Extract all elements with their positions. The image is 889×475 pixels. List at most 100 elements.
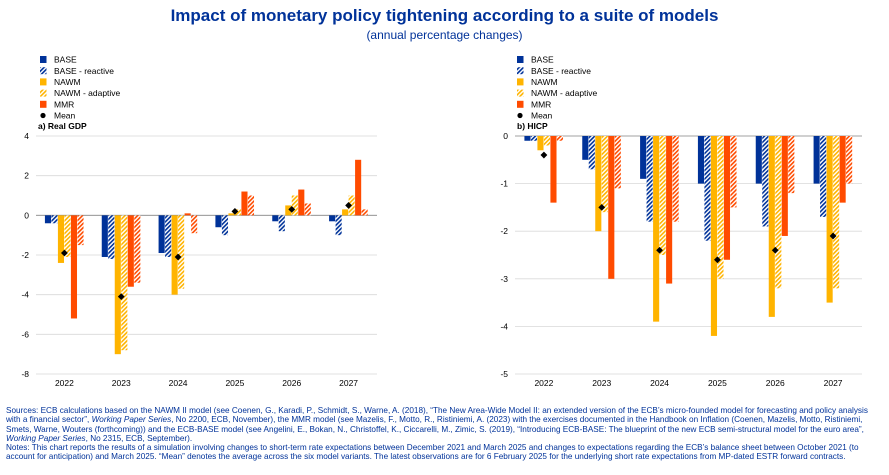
bar-nawm-adaptive-2023 <box>601 136 608 213</box>
bar-mmr-2026 <box>298 189 305 216</box>
mean-marker-2023 <box>117 293 125 301</box>
mean-marker-2022 <box>540 151 548 159</box>
bar-base-reactive-2024 <box>646 136 653 222</box>
bar-nawm-adaptive-2024 <box>178 215 185 289</box>
bar-nawm-adaptive-2022 <box>64 215 71 257</box>
bar-mmr-2027 <box>355 159 362 216</box>
x-tick-label: 2027 <box>824 378 843 388</box>
x-tick-label: 2024 <box>650 378 669 388</box>
bar-base-2022 <box>524 136 531 141</box>
y-tick-label: -2 <box>500 226 508 236</box>
legend-swatch-mmr <box>40 100 47 108</box>
x-tick-label: 2025 <box>708 378 727 388</box>
y-tick-label: -1 <box>500 179 508 189</box>
bar-base-2022 <box>44 215 52 224</box>
bar-mmr-hatched-2022 <box>77 215 84 246</box>
chart-title: Impact of monetary policy tightening acc… <box>170 6 719 25</box>
bar-mmr-hatched-2023 <box>134 215 141 283</box>
legend-swatch-base <box>40 56 47 63</box>
legend-marker-mean <box>517 112 523 119</box>
legend-label-nawm: NAWM <box>54 77 81 87</box>
bar-nawm-2025 <box>228 213 235 216</box>
bar-base-reactive-2026 <box>762 136 769 227</box>
bar-base-reactive-2022 <box>530 136 538 141</box>
legend-label-mean: Mean <box>531 111 553 121</box>
bar-base-reactive-2022 <box>51 215 58 224</box>
y-tick-label: -4 <box>500 321 508 331</box>
mean-marker-2022 <box>61 249 68 257</box>
bar-mmr-hatched-2027 <box>361 209 368 216</box>
mean-marker-2027 <box>345 202 352 209</box>
chart-subtitle: (annual percentage changes) <box>366 28 523 42</box>
bar-nawm-2026 <box>768 136 775 317</box>
legend-label-base-reactive: BASE - reactive <box>54 66 114 76</box>
bar-base-2026 <box>755 136 762 184</box>
y-tick-label: -2 <box>21 250 29 260</box>
x-tick-label: 2022 <box>55 378 74 388</box>
legend-label-base: BASE <box>54 55 77 65</box>
bar-nawm-2023 <box>595 136 602 232</box>
y-tick-label: -5 <box>500 369 508 379</box>
bar-base-2023 <box>582 136 589 160</box>
x-tick-label: 2023 <box>112 378 131 388</box>
bar-nawm-adaptive-2023 <box>121 215 128 351</box>
bar-nawm-adaptive-2027 <box>833 136 840 289</box>
bar-mmr-2024 <box>666 136 673 284</box>
legend-label-mean: Mean <box>54 111 76 121</box>
bar-mmr-hatched-2024 <box>191 215 198 234</box>
bar-nawm-adaptive-2026 <box>291 195 298 216</box>
sources-note: Sources: ECB calculations based on the N… <box>6 406 868 443</box>
legend-swatch-nawm <box>40 78 47 86</box>
y-tick-label: 0 <box>24 210 29 220</box>
chart-notes: Sources: ECB calculations based on the N… <box>6 406 882 462</box>
y-tick-label: -6 <box>21 329 29 339</box>
mean-marker-2026 <box>771 246 779 254</box>
x-tick-label: 2022 <box>534 378 553 388</box>
x-tick-label: 2023 <box>592 378 611 388</box>
mean-marker-2025 <box>231 207 239 215</box>
x-tick-label: 2024 <box>169 378 188 388</box>
legend-label-base-reactive: BASE - reactive <box>531 66 591 76</box>
bar-nawm-2025 <box>710 136 718 336</box>
bar-mmr-2025 <box>723 136 731 260</box>
legend-marker-mean <box>40 112 46 119</box>
mean-marker-2023 <box>598 204 606 211</box>
bar-base-2027 <box>813 136 820 184</box>
y-tick-label: -4 <box>21 290 29 300</box>
bar-mmr-2025 <box>241 191 248 216</box>
bar-mmr-2027 <box>839 136 846 203</box>
legend-swatch-nawm-adaptive <box>40 89 47 97</box>
bar-base-2025 <box>215 215 222 228</box>
legend-label-nawm-adaptive: NAWM - adaptive <box>54 88 121 98</box>
bar-nawm-adaptive-2025 <box>234 209 242 216</box>
bar-base-2024 <box>158 215 165 254</box>
legend-label-nawm-adaptive: NAWM - adaptive <box>531 88 598 98</box>
bar-mmr-hatched-2022 <box>556 136 564 141</box>
y-tick-label: -3 <box>500 274 508 284</box>
mean-marker-2025 <box>714 256 721 264</box>
bar-nawm-2022 <box>537 136 544 151</box>
bar-nawm-2022 <box>57 215 65 263</box>
bar-nawm-adaptive-2025 <box>717 136 724 279</box>
legend-label-mmr: MMR <box>54 99 74 109</box>
bar-nawm-2027 <box>342 209 349 216</box>
y-tick-label: -8 <box>21 369 29 379</box>
bar-mmr-2022 <box>70 215 78 319</box>
bar-mmr-2024 <box>184 213 191 216</box>
bar-mmr-hatched-2025 <box>730 136 737 208</box>
bar-mmr-2022 <box>550 136 557 203</box>
legend-label-base: BASE <box>531 55 554 65</box>
bar-nawm-adaptive-2022 <box>543 136 551 146</box>
legend-swatch-nawm-adaptive <box>517 89 524 97</box>
bar-mmr-hatched-2024 <box>672 136 679 222</box>
legend-label-mmr: MMR <box>531 99 551 109</box>
bar-base-2027 <box>329 215 336 222</box>
bar-mmr-2023 <box>608 136 615 279</box>
mean-marker-2027 <box>829 232 837 240</box>
bar-base-reactive-2023 <box>588 136 595 170</box>
panel-title: b) HICP <box>517 121 548 131</box>
bar-base-2023 <box>101 215 108 257</box>
bar-base-reactive-2025 <box>221 215 229 236</box>
